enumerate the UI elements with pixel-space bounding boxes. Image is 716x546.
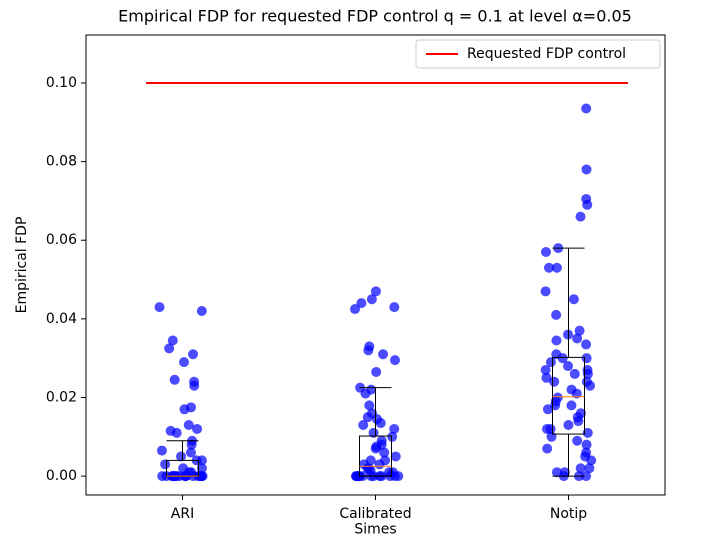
data-point	[353, 471, 364, 482]
data-point	[585, 380, 596, 391]
data-point	[573, 416, 584, 427]
x-tick-label: ARI	[171, 506, 194, 522]
box	[552, 356, 585, 435]
legend	[415, 39, 661, 69]
data-point	[541, 372, 552, 383]
data-point	[390, 451, 401, 462]
data-point	[581, 339, 592, 350]
data-point	[572, 333, 583, 344]
y-axis-label: Empirical FDP	[14, 217, 30, 314]
data-point	[581, 164, 592, 175]
data-point	[189, 380, 200, 391]
data-point	[370, 286, 381, 297]
plot-frame	[85, 34, 666, 496]
data-point	[389, 471, 400, 482]
data-point	[557, 353, 568, 364]
data-point	[194, 471, 205, 482]
x-tick-label: Calibrated Simes	[339, 506, 411, 537]
data-point	[358, 420, 369, 431]
x-tick-label: Notip	[550, 506, 587, 522]
data-point	[154, 302, 165, 313]
data-point	[370, 443, 381, 454]
data-point	[586, 455, 597, 466]
data-point	[164, 343, 175, 354]
data-point	[186, 439, 197, 450]
data-point	[551, 309, 562, 320]
box	[359, 435, 392, 477]
data-point	[563, 420, 574, 431]
data-point	[379, 447, 390, 458]
data-point	[378, 349, 389, 360]
data-point	[183, 420, 194, 431]
data-point	[389, 302, 400, 313]
data-point	[540, 364, 551, 375]
data-point	[350, 304, 361, 315]
data-point	[363, 345, 374, 356]
data-point	[156, 445, 167, 456]
data-point	[581, 439, 592, 450]
data-point	[572, 435, 583, 446]
data-point	[581, 471, 592, 482]
chart-title: Empirical FDP for requested FDP control …	[118, 7, 632, 26]
data-point	[371, 366, 382, 377]
y-tick-label: 0.06	[46, 232, 77, 248]
data-point	[546, 431, 557, 442]
y-tick-label: 0.02	[46, 389, 77, 405]
data-point	[563, 361, 574, 372]
data-point	[569, 368, 580, 379]
y-tick-label: 0.10	[46, 75, 77, 91]
legend-label: Requested FDP control	[467, 46, 626, 62]
data-point	[571, 388, 582, 399]
data-point	[543, 262, 554, 273]
data-point	[188, 349, 199, 360]
data-point	[390, 355, 401, 366]
data-point	[185, 447, 196, 458]
data-point	[185, 402, 196, 413]
data-point	[196, 463, 207, 474]
data-point	[551, 335, 562, 346]
data-point	[360, 388, 371, 399]
data-point	[549, 376, 560, 387]
data-point	[356, 298, 367, 309]
data-point	[157, 471, 168, 482]
data-point	[375, 418, 386, 429]
data-point	[545, 357, 556, 368]
data-point	[374, 459, 385, 470]
data-point	[584, 463, 595, 474]
data-point	[582, 199, 593, 210]
data-point	[540, 286, 551, 297]
data-point	[389, 423, 400, 434]
data-point	[542, 443, 553, 454]
data-point	[582, 427, 593, 438]
data-point	[581, 103, 592, 114]
data-point	[566, 400, 577, 411]
data-point	[545, 423, 556, 434]
data-point	[582, 368, 593, 379]
data-point	[368, 427, 379, 438]
data-point	[542, 404, 553, 415]
data-point	[192, 423, 203, 434]
data-point	[167, 335, 178, 346]
data-point	[169, 374, 180, 385]
data-point	[179, 357, 190, 368]
data-point	[581, 353, 592, 364]
data-point	[364, 400, 375, 411]
data-point	[575, 463, 586, 474]
data-point	[540, 247, 551, 258]
data-point	[568, 294, 579, 305]
data-point	[551, 262, 562, 273]
y-tick-label: 0.08	[46, 154, 77, 170]
data-point	[176, 451, 187, 462]
data-point	[575, 211, 586, 222]
y-tick-label: 0.00	[46, 468, 77, 484]
data-point	[196, 306, 207, 316]
data-point	[366, 294, 377, 305]
data-point	[171, 427, 182, 438]
data-point	[574, 325, 585, 336]
data-point	[160, 459, 171, 470]
y-tick-label: 0.04	[46, 311, 77, 327]
data-point	[387, 431, 398, 442]
data-point	[362, 412, 373, 423]
